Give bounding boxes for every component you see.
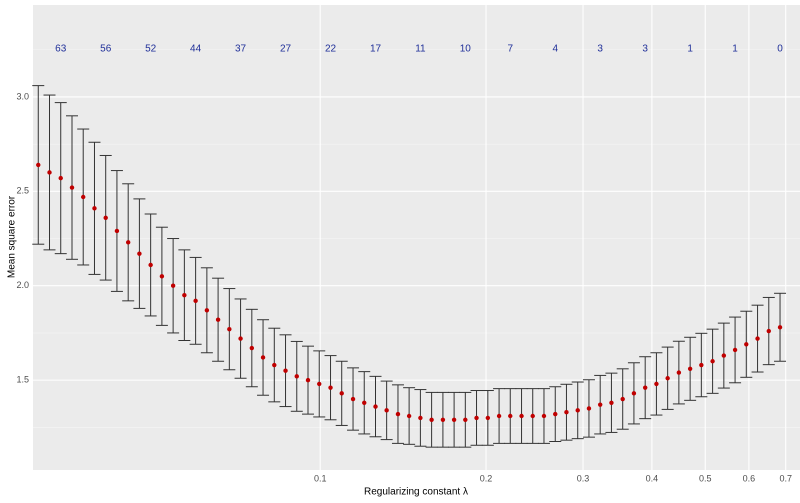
mean-point [215,317,221,322]
mean-point [744,342,749,347]
mean-point [755,336,760,341]
mean-point [373,404,378,409]
y-tick-label: 2.5 [16,186,29,196]
mean-point [687,366,693,372]
x-tick-label: 0.7 [779,473,792,483]
mean-point [564,410,569,415]
mean-point [170,283,176,288]
mean-point [137,251,142,256]
mean-point [631,391,637,396]
top-axis-label: 3 [642,44,648,55]
mean-point [496,413,502,419]
mean-point [654,381,659,387]
mean-point [204,308,210,313]
mean-point [339,391,344,396]
mean-point [294,374,299,379]
y-tick-label: 2.0 [16,280,29,290]
mean-point [766,328,771,334]
mean-point [148,262,153,268]
top-axis-label: 44 [190,44,202,55]
mean-point [474,415,479,421]
top-axis-label: 56 [100,44,112,55]
mean-point [676,370,682,375]
mean-point [642,385,648,390]
mean-point [575,408,580,413]
mean-point [182,292,187,298]
x-axis-title: Regularizing constant λ [364,487,468,498]
mean-point [485,415,491,421]
x-tick-label: 0.4 [646,473,659,483]
top-axis-label: 27 [280,44,292,55]
x-tick-label: 0.3 [577,473,590,483]
top-axis-label: 1 [687,44,693,55]
mean-point [238,336,243,341]
mean-point [699,362,704,368]
mean-point [384,408,389,413]
top-axis-label: 10 [460,44,472,55]
mean-point [114,228,120,234]
top-axis-label: 22 [325,44,337,55]
mean-point [710,359,715,364]
x-tick-label: 0.1 [314,473,327,483]
mean-point [283,368,288,373]
mean-point [36,162,41,168]
top-axis-label: 63 [55,44,67,55]
mean-point [519,413,524,419]
mean-point [777,325,783,330]
mean-point [103,215,108,220]
mean-point [317,381,322,387]
mean-point [272,362,277,368]
y-tick-label: 3.0 [16,91,29,101]
mean-point [451,417,457,422]
mean-point [260,355,266,360]
x-tick-label: 0.5 [699,473,712,483]
top-axis-label: 4 [552,44,558,55]
top-axis-label: 1 [732,44,738,55]
mean-point [69,185,75,190]
mean-point [350,396,356,402]
top-axis-label: 3 [597,44,603,55]
mean-point [418,415,423,421]
mean-point [620,396,625,402]
top-axis-label: 11 [415,44,426,55]
mean-point [159,274,165,279]
mean-point [328,385,333,390]
mean-point [227,326,232,332]
top-axis-label: 0 [777,44,783,55]
mean-point [586,406,592,411]
top-axis-label: 37 [235,44,247,55]
mean-point [47,170,52,175]
mean-point [721,353,727,358]
x-tick-label: 0.2 [480,473,493,483]
mean-point [125,240,131,245]
mean-point [508,413,513,419]
mean-point [541,413,547,419]
mean-point [429,417,434,422]
mean-point [463,417,468,422]
mean-point [395,411,401,417]
mean-point [305,377,311,383]
mean-point [732,347,738,353]
mean-point [530,413,535,419]
top-axis-label: 7 [507,44,513,55]
mean-point [440,417,446,422]
y-tick-label: 1.5 [16,375,29,385]
mean-point [362,400,367,405]
x-tick-label: 0.6 [743,473,756,483]
mean-point [406,413,412,419]
top-axis-label: 17 [370,44,382,55]
mean-point [553,411,558,417]
y-axis-title: Mean square error [7,195,18,278]
top-axis-label: 52 [145,44,157,55]
panel [33,5,800,470]
mean-point [597,402,603,407]
mean-point [81,194,86,200]
mean-point [665,376,670,381]
mean-point [193,298,198,304]
mean-point [92,206,97,211]
mean-point [609,400,614,405]
mean-point [58,175,63,181]
mean-point [249,345,255,351]
